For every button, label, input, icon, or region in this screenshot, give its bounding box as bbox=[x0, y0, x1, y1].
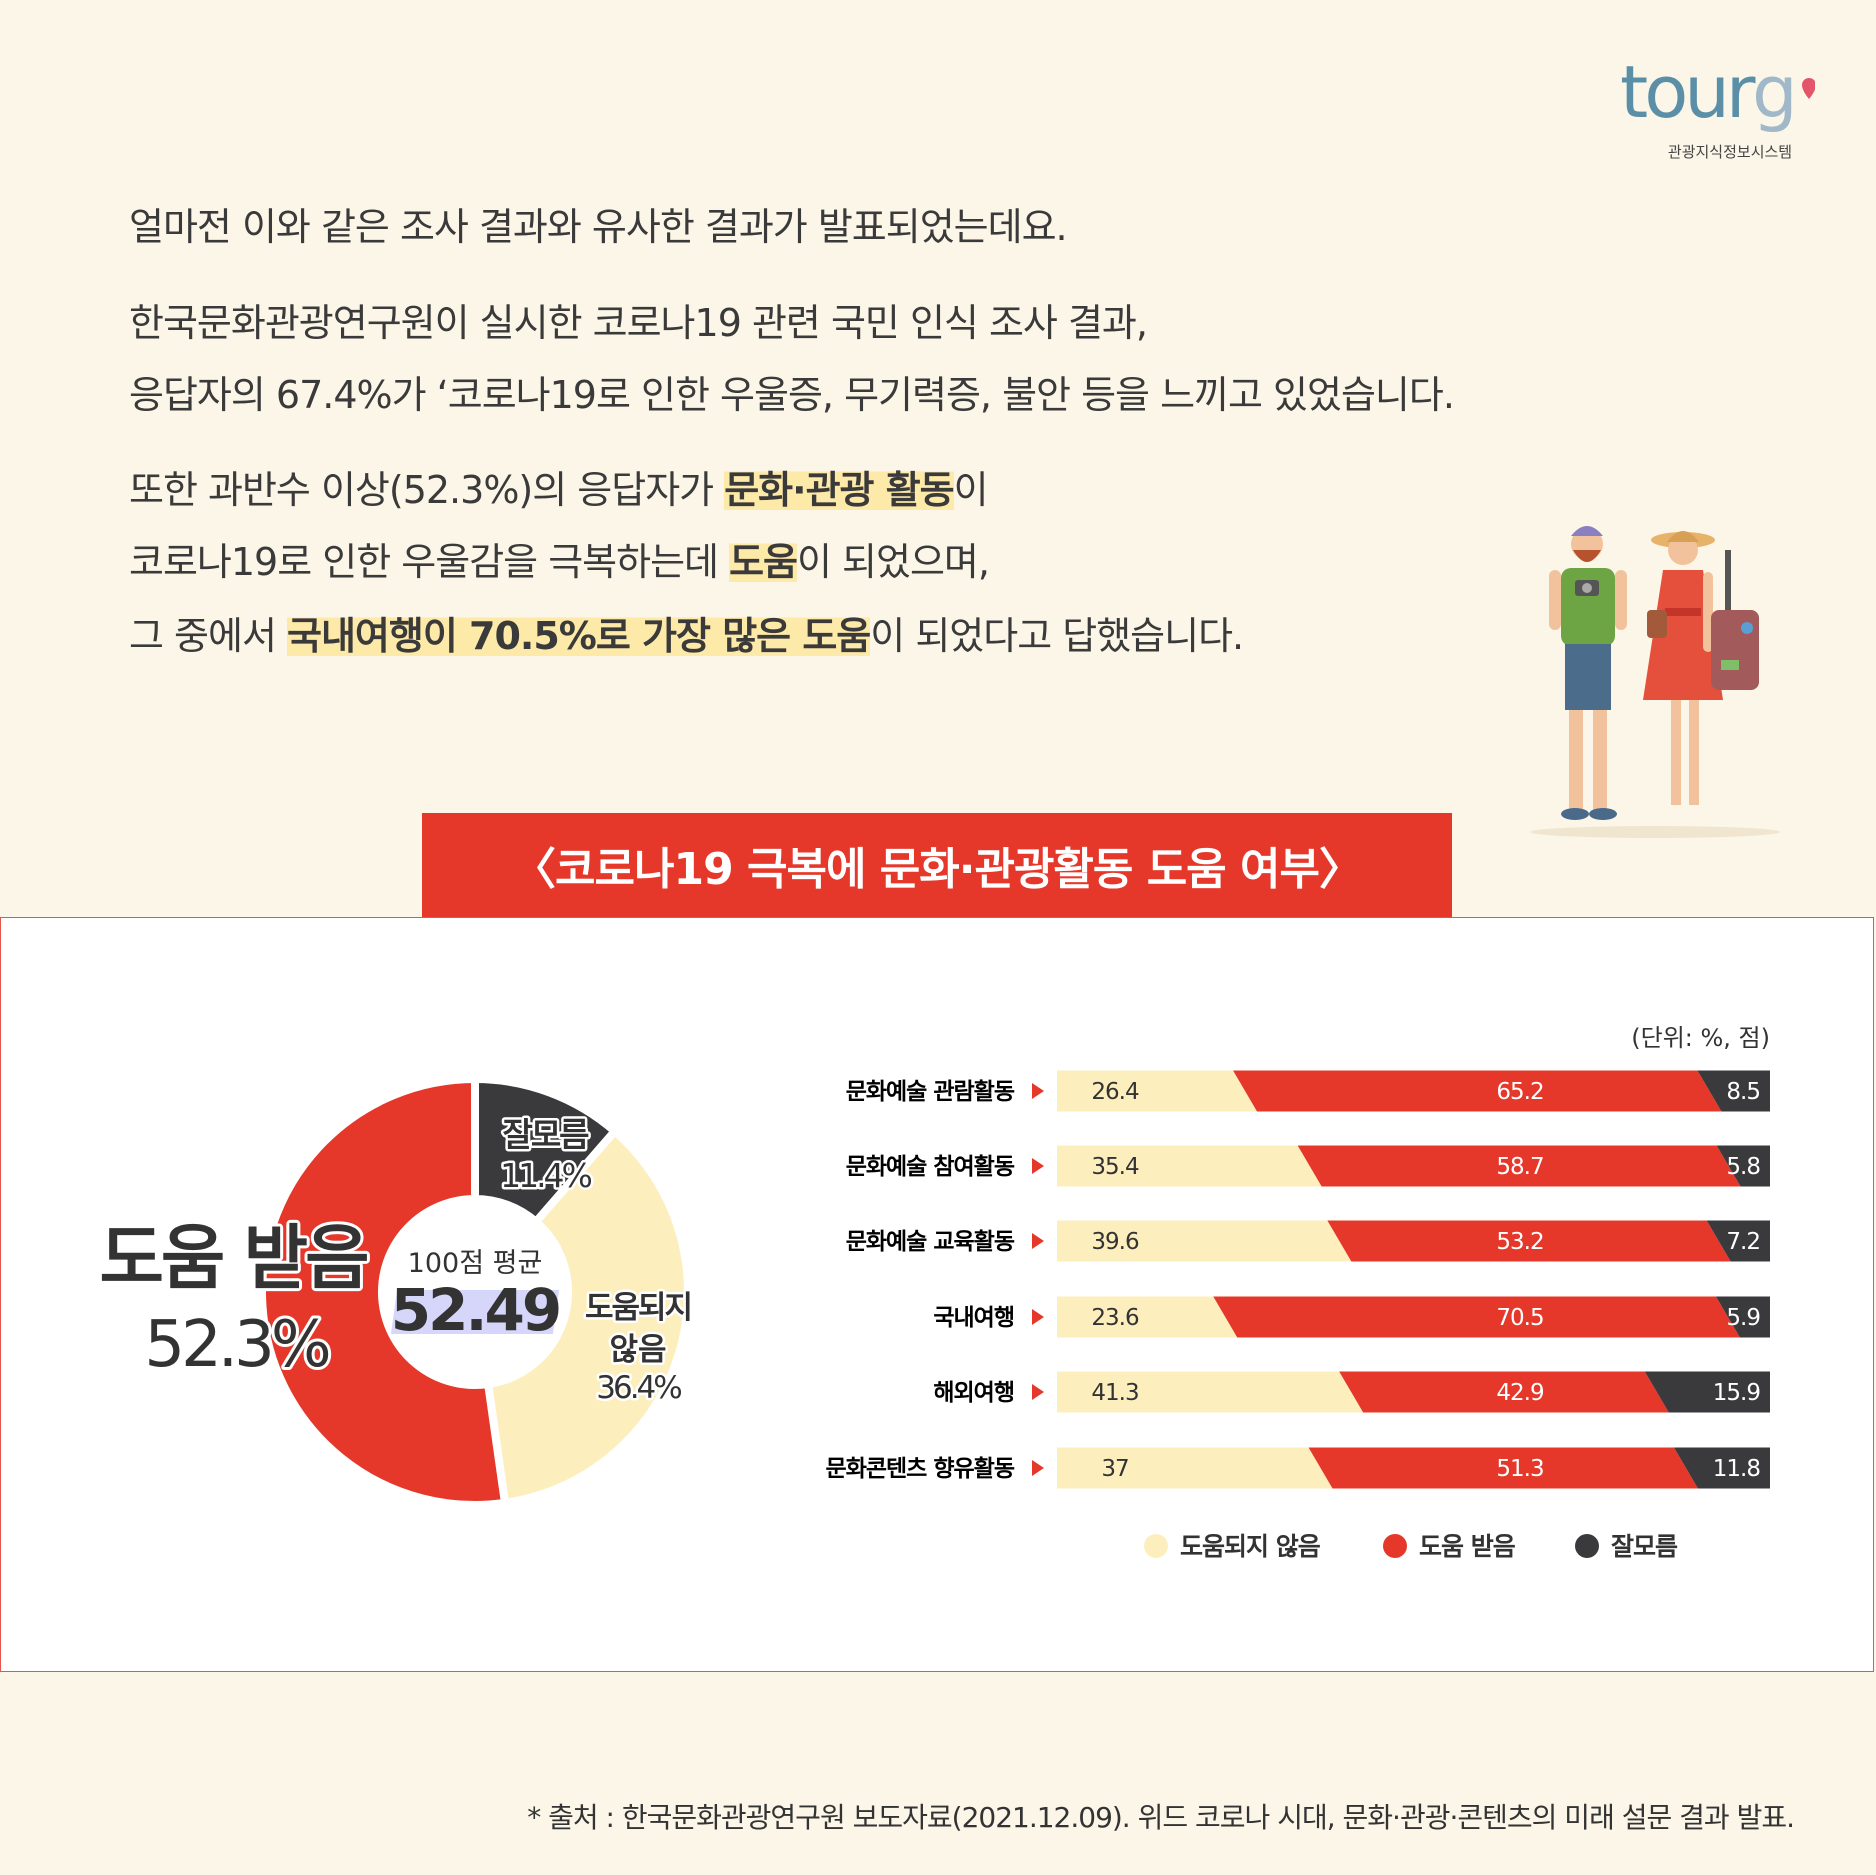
data-label: 65.2 bbox=[1496, 1079, 1543, 1105]
data-label: 35.4 bbox=[1091, 1154, 1139, 1180]
bar-segment bbox=[1057, 1296, 1238, 1338]
bar-segment bbox=[1308, 1447, 1698, 1489]
data-label: 23.6 bbox=[1091, 1305, 1139, 1331]
data-label: 39.6 bbox=[1091, 1229, 1139, 1255]
data-label: 11.8 bbox=[1713, 1456, 1761, 1482]
bar-segment bbox=[1673, 1447, 1770, 1489]
chart-title: 〈코로나19 극복에 문화·관광활동 도움 여부〉 bbox=[422, 813, 1452, 917]
slice-label-not-helped-2: 않음 bbox=[609, 1332, 666, 1368]
bar-segment bbox=[1057, 1447, 1333, 1489]
data-label: 51.3 bbox=[1496, 1456, 1543, 1482]
highlight-text: 문화·관광 활동 bbox=[724, 468, 955, 512]
survey-text-2: 응답자의 67.4%가 ‘코로나19로 인한 우울증, 무기력증, 불안 등을 … bbox=[129, 373, 1455, 417]
bar-segment bbox=[1339, 1371, 1669, 1413]
arrow-icon bbox=[1032, 1460, 1044, 1476]
category-label: 문화예술 참여활동 bbox=[846, 1154, 1015, 1180]
slice-label-unknown: 잘모름 bbox=[502, 1115, 589, 1154]
bar-segment bbox=[1057, 1371, 1364, 1413]
data-label: 53.2 bbox=[1496, 1229, 1543, 1255]
legend-swatch bbox=[1383, 1534, 1407, 1558]
text: 이 되었다고 답했습니다. bbox=[870, 614, 1244, 658]
slice-value-helped: 52.3% bbox=[144, 1308, 329, 1382]
bar-segment bbox=[1057, 1145, 1322, 1187]
slice-value-unknown: 11.4% bbox=[500, 1156, 591, 1195]
text: 이 되었으며, bbox=[797, 540, 990, 584]
source-footnote: * 출처 : 한국문화관광연구원 보도자료(2021.12.09). 위드 코로… bbox=[527, 1801, 1795, 1834]
legend-swatch bbox=[1575, 1534, 1599, 1558]
data-label: 15.9 bbox=[1713, 1380, 1761, 1406]
center-score: 52.49 bbox=[391, 1276, 559, 1344]
bar-segment bbox=[1213, 1296, 1740, 1338]
arrow-icon bbox=[1032, 1158, 1044, 1174]
result-text-2: 코로나19로 인한 우울감을 극복하는데 도움이 되었으며, bbox=[129, 540, 990, 584]
category-label: 문화예술 교육활동 bbox=[846, 1229, 1015, 1255]
bar-segment bbox=[1644, 1371, 1770, 1413]
data-label: 37 bbox=[1101, 1456, 1128, 1482]
text: 또한 과반수 이상(52.3%)의 응답자가 bbox=[129, 468, 725, 512]
intro-text: 얼마전 이와 같은 조사 결과와 유사한 결과가 발표되었는데요. bbox=[129, 205, 1068, 249]
center-caption: 100점 평균 bbox=[408, 1248, 543, 1279]
bar-segment bbox=[1706, 1220, 1770, 1262]
data-label: 7.2 bbox=[1726, 1229, 1760, 1255]
data-label: 70.5 bbox=[1496, 1305, 1543, 1331]
legend-label: 잘모름 bbox=[1611, 1532, 1678, 1561]
bar-segment bbox=[1297, 1145, 1741, 1187]
travelers-illustration bbox=[1525, 510, 1795, 844]
data-label: 58.7 bbox=[1496, 1154, 1543, 1180]
logo-subtitle: 관광지식정보시스템 bbox=[1668, 143, 1792, 161]
legend: 도움되지 않음 도움 받음 잘모름 bbox=[1144, 1532, 1679, 1561]
arrow-icon bbox=[1032, 1233, 1044, 1249]
data-label: 5.9 bbox=[1726, 1305, 1760, 1331]
survey-text-1: 한국문화관광연구원이 실시한 코로나19 관련 국민 인식 조사 결과, bbox=[129, 301, 1148, 345]
data-label: 41.3 bbox=[1091, 1380, 1138, 1406]
score-highlight bbox=[390, 1290, 560, 1334]
arrow-icon bbox=[1032, 1309, 1044, 1325]
donut-slice-1 bbox=[483, 1125, 692, 1508]
bar-segment bbox=[1057, 1220, 1352, 1262]
svg-text:tour: tour bbox=[1620, 55, 1756, 134]
bar-segment bbox=[1327, 1220, 1731, 1262]
bar-segment bbox=[1697, 1070, 1770, 1112]
text: 그 중에서 bbox=[129, 614, 287, 658]
donut-slice-2 bbox=[258, 1074, 510, 1509]
slice-label-helped: 도움 받음 bbox=[100, 1217, 368, 1299]
svg-text:g: g bbox=[1752, 55, 1798, 134]
legend-swatch bbox=[1144, 1534, 1168, 1558]
data-label: 42.9 bbox=[1496, 1380, 1544, 1406]
highlight-text: 도움 bbox=[729, 540, 798, 584]
bar-segment bbox=[1715, 1296, 1770, 1338]
legend-label: 도움 받음 bbox=[1419, 1532, 1516, 1561]
highlight-text: 국내여행이 70.5%로 가장 많은 도움 bbox=[287, 614, 871, 658]
category-label: 해외여행 bbox=[933, 1380, 1014, 1406]
result-text-3: 그 중에서 국내여행이 70.5%로 가장 많은 도움이 되었다고 답했습니다. bbox=[129, 614, 1244, 658]
slice-value-not-helped: 36.4% bbox=[596, 1370, 681, 1406]
bar-segment bbox=[1233, 1070, 1722, 1112]
text: 코로나19로 인한 우울감을 극복하는데 bbox=[129, 540, 730, 584]
slice-label-not-helped-1: 도움되지 bbox=[585, 1290, 691, 1326]
bar-segment bbox=[1716, 1145, 1770, 1187]
category-label: 문화콘텐츠 향유활동 bbox=[826, 1456, 1015, 1482]
data-label: 26.4 bbox=[1091, 1079, 1139, 1105]
data-label: 8.5 bbox=[1726, 1079, 1760, 1105]
data-label: 5.8 bbox=[1726, 1154, 1760, 1180]
bar-segment bbox=[1057, 1070, 1258, 1112]
result-text-1: 또한 과반수 이상(52.3%)의 응답자가 문화·관광 활동이 bbox=[129, 468, 989, 512]
arrow-icon bbox=[1032, 1083, 1044, 1099]
legend-label: 도움되지 않음 bbox=[1180, 1532, 1321, 1561]
donut-chart bbox=[258, 1074, 692, 1509]
category-label: 문화예술 관람활동 bbox=[846, 1079, 1015, 1105]
unit-label: (단위: %, 점) bbox=[1631, 1024, 1770, 1052]
tourg-logo: tour g 관광지식정보시스템 bbox=[1620, 50, 1816, 169]
arrow-icon bbox=[1032, 1384, 1044, 1400]
text: 이 bbox=[953, 468, 989, 512]
stacked-bar-chart: 문화예술 관람활동 26.4 65.2 8.5 문화예술 참여활동 35.4 58.7 5.8… bbox=[826, 1070, 1770, 1489]
category-label: 국내여행 bbox=[933, 1305, 1014, 1331]
